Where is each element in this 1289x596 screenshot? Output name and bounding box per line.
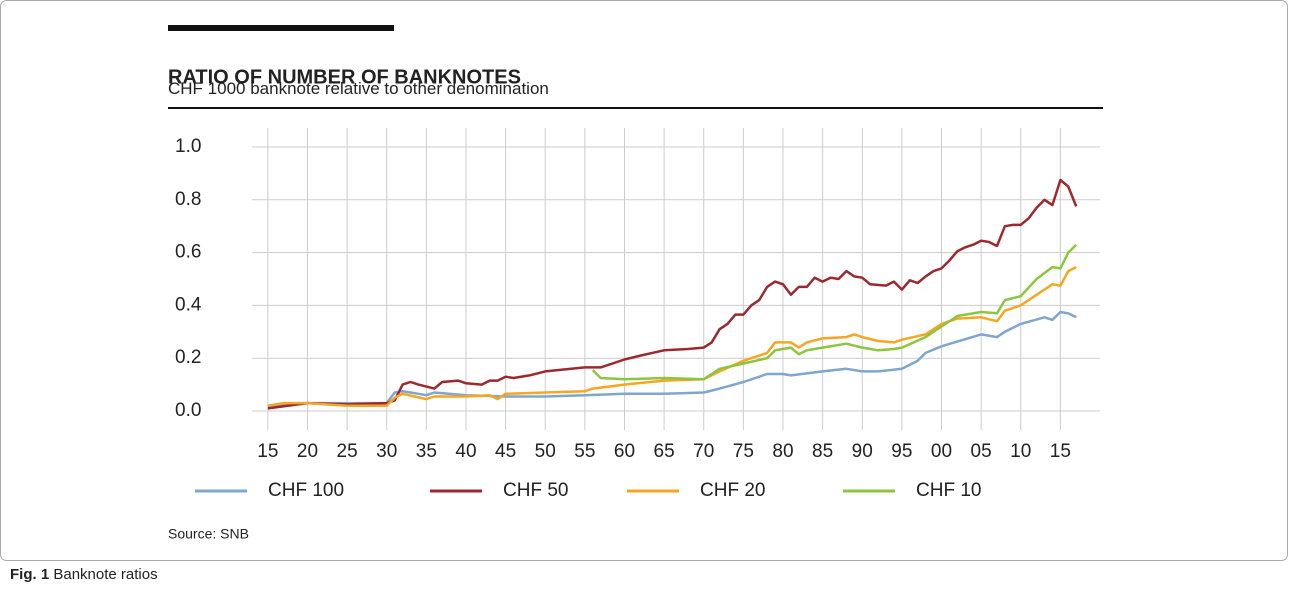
x-tick-label: 40 [455, 441, 476, 462]
series-line [267, 178, 1078, 410]
chart-title: RATIO OF NUMBER OF BANKNOTES [168, 66, 521, 88]
x-tick-label: 70 [693, 441, 714, 462]
y-tick-label: 0.6 [175, 242, 201, 263]
title-bar [168, 25, 394, 31]
x-tick-label: 55 [574, 441, 595, 462]
x-tick-label: 50 [535, 441, 556, 462]
x-tick-label: 05 [971, 441, 992, 462]
y-tick-label: 0.0 [175, 400, 201, 421]
x-tick-label: 60 [614, 441, 635, 462]
x-tick-label: 15 [1050, 441, 1071, 462]
caption-label: Fig. 1 [10, 566, 49, 583]
y-tick-label: 0.2 [175, 347, 201, 368]
x-tick-label: 95 [891, 441, 912, 462]
series-line [267, 265, 1077, 407]
source: Source: SNB [168, 526, 249, 542]
chart-subtitle: CHF 1000 banknote relative to other deno… [168, 79, 549, 98]
y-tick-label: 1.0 [175, 136, 201, 157]
caption: Fig. 1 Banknote ratios [10, 566, 158, 583]
subtitle-rule [168, 107, 1103, 109]
x-tick-label: 90 [852, 441, 873, 462]
series-line [267, 310, 1077, 407]
legend-label: CHF 10 [916, 480, 981, 501]
x-tick-label: 45 [495, 441, 516, 462]
x-tick-label: 75 [733, 441, 754, 462]
plot: 0.0 0.2 0.4 0.6 0.8 1.0 15 20 25 30 35 40 45 50 55 60 65… [175, 128, 1100, 501]
legend-label: CHF 20 [700, 480, 765, 501]
x-tick-label: 00 [931, 441, 952, 462]
x-tick-label: 80 [772, 441, 793, 462]
caption-text: Banknote ratios [53, 566, 157, 583]
x-tick-label: 20 [297, 441, 318, 462]
x-tick-label: 30 [376, 441, 397, 462]
x-tick-label: 85 [812, 441, 833, 462]
series-line [591, 243, 1078, 381]
x-tick-label: 10 [1010, 441, 1031, 462]
x-tick-label: 15 [257, 441, 278, 462]
legend-label: CHF 50 [503, 480, 568, 501]
frame [0, 0, 1288, 561]
y-tick-label: 0.8 [175, 189, 201, 210]
x-tick-label: 35 [416, 441, 437, 462]
x-tick-label: 25 [337, 441, 358, 462]
x-tick-label: 65 [654, 441, 675, 462]
legend-label: CHF 100 [268, 480, 344, 501]
y-tick-label: 0.4 [175, 294, 202, 315]
